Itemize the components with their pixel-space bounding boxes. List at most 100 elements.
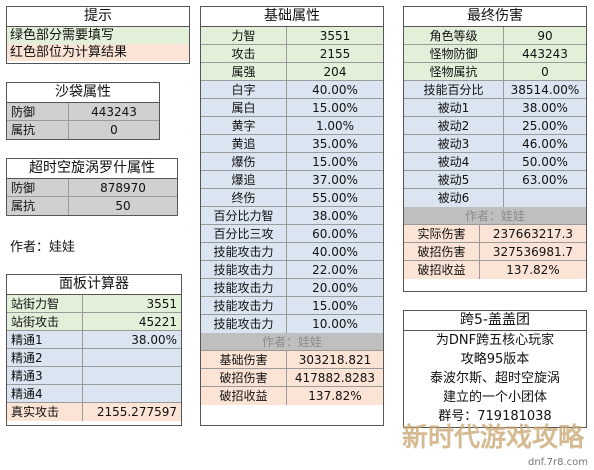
final-stat-label: 技能百分比 bbox=[404, 81, 504, 98]
base-stat-label: 爆追 bbox=[201, 171, 287, 188]
base-stat-row: 技能攻击力 10.00% bbox=[201, 315, 383, 333]
sandbag-label: 防御 bbox=[7, 103, 69, 120]
base-stat-value[interactable]: 20.00% bbox=[312, 281, 358, 295]
final-result-row: 实际伤害 237663217.3 bbox=[404, 225, 586, 243]
base-stat-value[interactable]: 2155 bbox=[319, 47, 351, 61]
base-stat-label: 属白 bbox=[201, 99, 287, 116]
calc-value[interactable]: 3551 bbox=[146, 297, 177, 311]
sandbag-label: 属抗 bbox=[7, 121, 69, 139]
base-stat-value[interactable]: 40.00% bbox=[312, 245, 358, 259]
final-stat-row: 被动2 25.00% bbox=[404, 117, 586, 135]
boss-value[interactable]: 50 bbox=[115, 199, 131, 213]
base-stat-value[interactable]: 15.00% bbox=[312, 155, 358, 169]
final-stat-row: 怪物防御 443243 bbox=[404, 45, 586, 63]
final-stat-label: 角色等级 bbox=[404, 27, 504, 44]
sandbag-value[interactable]: 0 bbox=[110, 123, 118, 137]
final-stat-value[interactable]: 0 bbox=[541, 65, 549, 79]
final-stat-value[interactable]: 38.00% bbox=[522, 101, 568, 115]
calc-row: 精通1 38.00% bbox=[7, 331, 181, 349]
author-note: 作者：娃娃 bbox=[10, 240, 76, 255]
boss-value[interactable]: 878970 bbox=[100, 181, 146, 195]
sandbag-value[interactable]: 443243 bbox=[91, 105, 137, 119]
final-stat-label: 被动1 bbox=[404, 99, 504, 116]
final-stat-row: 被动6 bbox=[404, 189, 586, 207]
base-stat-value[interactable]: 22.00% bbox=[312, 263, 358, 277]
base-stat-label: 攻击 bbox=[201, 45, 287, 62]
base-stat-label: 百分比三攻 bbox=[201, 225, 287, 242]
final-result-value: 137.82% bbox=[506, 263, 560, 277]
tips-line-input: 绿色部分需要填写 bbox=[7, 27, 189, 44]
final-stat-value[interactable]: 90 bbox=[537, 29, 553, 43]
calc-value[interactable]: 45221 bbox=[138, 315, 177, 329]
base-stat-value[interactable]: 60.00% bbox=[312, 227, 358, 241]
boss-row: 防御 878970 bbox=[7, 179, 177, 197]
calc-row: 真实攻击 2155.277597 bbox=[7, 403, 181, 421]
base-result-row: 破招收益 137.82% bbox=[201, 387, 383, 405]
final-stat-value[interactable] bbox=[504, 189, 586, 207]
base-stat-row: 终伤 55.00% bbox=[201, 189, 383, 207]
group-line: 泰波尔斯、超时空旋涡 bbox=[429, 371, 560, 386]
calc-value[interactable] bbox=[83, 349, 181, 366]
watermark-text: 新时代游戏攻略 bbox=[401, 423, 584, 453]
final-stat-row: 被动5 63.00% bbox=[404, 171, 586, 189]
base-stat-value[interactable]: 37.00% bbox=[312, 173, 358, 187]
base-stat-label: 技能攻击力 bbox=[201, 261, 287, 278]
final-stat-value[interactable]: 63.00% bbox=[522, 173, 568, 187]
base-stat-label: 技能攻击力 bbox=[201, 315, 287, 333]
base-stat-row: 攻击 2155 bbox=[201, 45, 383, 63]
base-stat-row: 爆追 37.00% bbox=[201, 171, 383, 189]
group-panel: 跨5-盖盖团 为DNF跨五核心玩家 攻略95版本 泰波尔斯、超时空旋涡 建立的一个小团… bbox=[403, 310, 587, 428]
boss-label: 防御 bbox=[7, 179, 69, 196]
final-stat-value[interactable]: 50.00% bbox=[522, 155, 568, 169]
final-stat-value[interactable]: 25.00% bbox=[522, 119, 568, 133]
final-result-row: 破招伤害 327536981.7 bbox=[404, 243, 586, 261]
base-stat-value[interactable]: 15.00% bbox=[312, 101, 358, 115]
base-stat-label: 技能攻击力 bbox=[201, 279, 287, 296]
calc-value[interactable] bbox=[83, 367, 181, 384]
tips-line-result: 红色部位为计算结果 bbox=[7, 44, 189, 61]
base-stat-row: 属强 204 bbox=[201, 63, 383, 81]
final-stat-row: 被动4 50.00% bbox=[404, 153, 586, 171]
base-stat-value[interactable]: 40.00% bbox=[312, 83, 358, 97]
tips-title: 提示 bbox=[7, 7, 189, 27]
base-stat-value[interactable]: 3551 bbox=[319, 29, 351, 43]
final-stat-value[interactable]: 46.00% bbox=[522, 137, 568, 151]
base-stat-label: 黄字 bbox=[201, 117, 287, 134]
base-stat-value[interactable]: 55.00% bbox=[312, 191, 358, 205]
base-author-row: 作者：娃娃 bbox=[201, 333, 383, 351]
base-stat-row: 技能攻击力 15.00% bbox=[201, 297, 383, 315]
sandbag-title: 沙袋属性 bbox=[7, 83, 159, 103]
calc-value[interactable] bbox=[83, 385, 181, 402]
base-stat-value[interactable]: 35.00% bbox=[312, 137, 358, 151]
base-stat-value[interactable]: 1.00% bbox=[315, 119, 355, 133]
base-result-row: 基础伤害 303218.821 bbox=[201, 351, 383, 369]
base-result-label: 破招收益 bbox=[201, 387, 287, 405]
base-stat-value[interactable]: 204 bbox=[323, 65, 347, 79]
final-stat-value[interactable]: 38514.00% bbox=[510, 83, 580, 97]
calc-row: 精通2 bbox=[7, 349, 181, 367]
base-stat-row: 力智 3551 bbox=[201, 27, 383, 45]
calc-label: 站街攻击 bbox=[7, 313, 83, 330]
base-stat-label: 属强 bbox=[201, 63, 287, 80]
base-stat-value[interactable]: 38.00% bbox=[312, 209, 358, 223]
sandbag-panel: 沙袋属性 防御 443243 属抗 0 bbox=[6, 82, 160, 140]
group-title: 跨5-盖盖团 bbox=[404, 311, 586, 331]
base-stat-row: 黄追 35.00% bbox=[201, 135, 383, 153]
final-stat-row: 角色等级 90 bbox=[404, 27, 586, 45]
base-stat-row: 百分比三攻 60.00% bbox=[201, 225, 383, 243]
final-stat-label: 被动5 bbox=[404, 171, 504, 188]
final-stat-label: 怪物属抗 bbox=[404, 63, 504, 80]
base-result-value: 303218.821 bbox=[298, 353, 372, 367]
final-result-label: 破招伤害 bbox=[404, 243, 480, 260]
base-stat-row: 技能攻击力 40.00% bbox=[201, 243, 383, 261]
calc-label: 精通2 bbox=[7, 349, 83, 366]
calc-value[interactable]: 38.00% bbox=[131, 333, 177, 347]
base-stat-value[interactable]: 15.00% bbox=[312, 299, 358, 313]
calc-value: 2155.277597 bbox=[96, 405, 177, 419]
group-line: 为DNF跨五核心玩家 bbox=[435, 333, 555, 348]
base-result-value: 137.82% bbox=[308, 389, 362, 403]
final-stat-value[interactable]: 443243 bbox=[522, 47, 568, 61]
base-stat-value[interactable]: 10.00% bbox=[312, 317, 358, 331]
calc-label: 精通1 bbox=[7, 331, 83, 348]
sandbag-row: 防御 443243 bbox=[7, 103, 159, 121]
